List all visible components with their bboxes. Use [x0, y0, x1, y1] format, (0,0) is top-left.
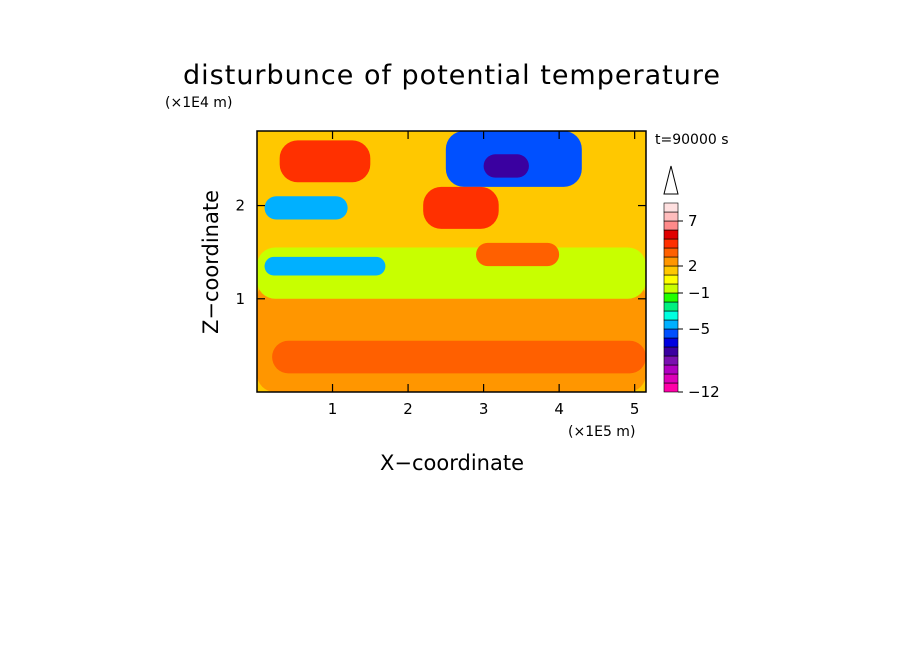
time-label: t=90000 s [655, 132, 729, 148]
colorbar-swatch [663, 229, 679, 240]
y-scale-label: (×1E4 m) [165, 95, 232, 111]
field-region-5 [279, 140, 371, 183]
y-tick-label: 2 [235, 197, 245, 215]
x-tick-label: 1 [328, 400, 338, 418]
field-region-1 [272, 340, 646, 374]
x-tick-label: 4 [554, 400, 564, 418]
colorbar-swatch [663, 346, 679, 357]
colorbar-swatch [663, 337, 679, 348]
colorbar-swatch [663, 220, 679, 231]
x-tick-label: 3 [479, 400, 489, 418]
colorbar-swatch [663, 301, 679, 312]
colorbar-swatch [663, 256, 679, 267]
x-axis-label: X−coordinate [380, 451, 524, 475]
colorbar-swatch [663, 202, 679, 213]
colorbar-swatch [663, 265, 679, 276]
colorbar-swatch [663, 238, 679, 249]
colorbar-swatch [663, 364, 679, 375]
colorbar-tick-label: −12 [688, 383, 720, 401]
colorbar: −12−5−127 [663, 165, 720, 401]
colorbar-tick-label: 2 [688, 257, 698, 275]
colorbar-tick-label: 7 [688, 212, 698, 230]
heatmap-field [257, 131, 646, 392]
chart-title: disturbunce of potential temperature [183, 60, 721, 91]
x-tick-label: 5 [630, 400, 640, 418]
x-scale-label: (×1E5 m) [568, 424, 635, 440]
colorbar-swatch [663, 328, 679, 339]
y-axis-label: Z−coordinate [199, 190, 223, 334]
colorbar-swatch [663, 355, 679, 366]
colorbar-swatch [663, 373, 679, 384]
field-region-7 [483, 154, 529, 178]
colorbar-tick-label: −1 [688, 284, 710, 302]
colorbar-swatch [663, 274, 679, 285]
colorbar-swatch [663, 310, 679, 321]
field-region-8 [423, 186, 499, 229]
field-region-4 [264, 196, 348, 220]
colorbar-swatch [663, 211, 679, 222]
colorbar-swatch [663, 382, 679, 393]
colorbar-swatch [663, 292, 679, 303]
colorbar-tick-label: −5 [688, 320, 710, 338]
colorbar-swatch [663, 319, 679, 330]
plot-frame [256, 130, 647, 393]
x-tick-label: 2 [403, 400, 413, 418]
colorbar-swatch [663, 247, 679, 258]
colorbar-swatch [663, 283, 679, 294]
y-tick-label: 1 [235, 290, 245, 308]
colorbar-extend-arrow [663, 165, 679, 195]
axis-ticks: 1 2 3 4 5 1 2 [235, 131, 646, 418]
field-region-9 [476, 242, 560, 267]
field-region-3 [264, 256, 386, 276]
